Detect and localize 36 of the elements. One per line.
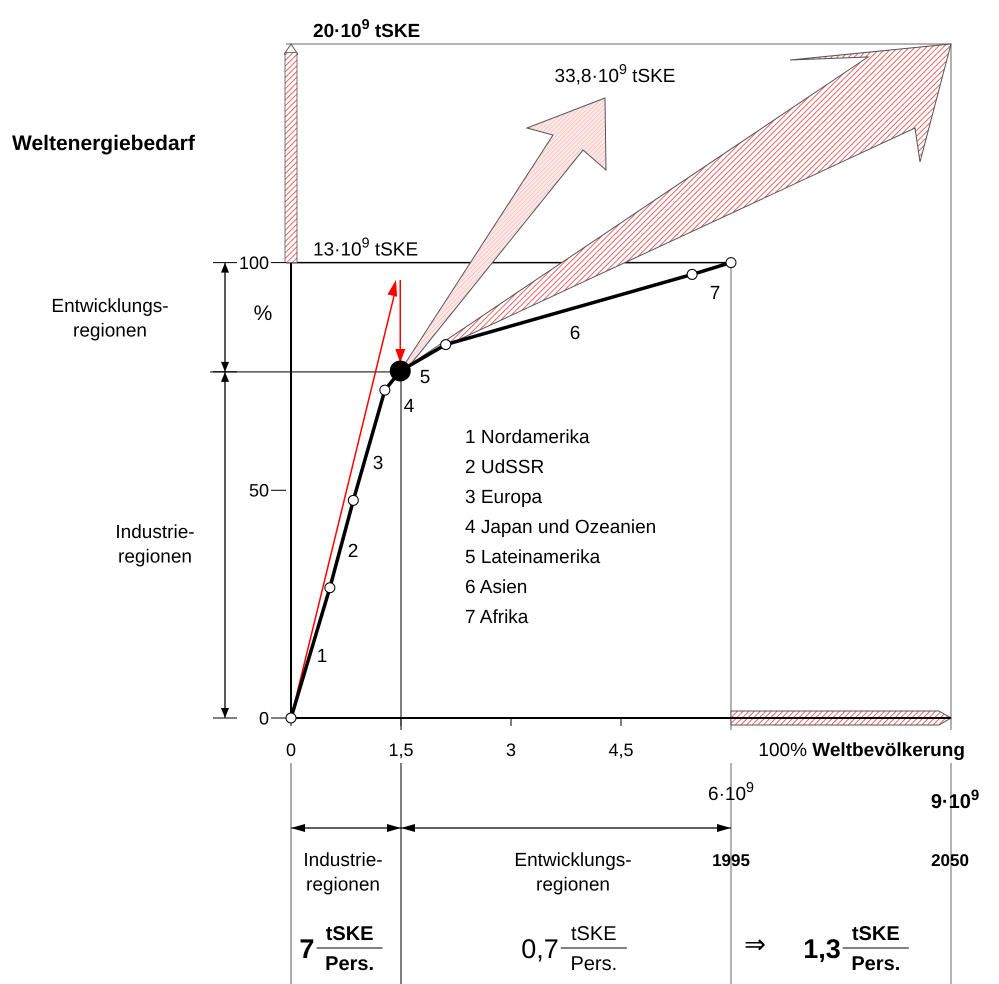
text: Industrie- regionen xyxy=(115,522,195,568)
y-tick-label: 50 xyxy=(248,480,269,501)
annotation: 5 xyxy=(420,367,430,388)
x-axis-title: 100% Weltbevölkerung xyxy=(758,740,965,761)
y-tick-label: 100 xyxy=(238,252,269,273)
text: 1995 xyxy=(712,851,750,870)
text: Entwicklungs- regionen xyxy=(514,850,632,896)
text: 6·10$^{9}$ xyxy=(708,780,754,805)
annotation: 3 xyxy=(372,453,384,474)
annotation: 1 xyxy=(316,646,328,667)
text: ⇒ xyxy=(744,929,766,959)
annotation: 2 xyxy=(348,541,358,562)
annotation: 6 Asien xyxy=(465,577,528,598)
text: % xyxy=(254,302,272,325)
annotation: 3 Europa xyxy=(465,487,543,508)
annotation: 33,8·10$^{9}$ tSKE xyxy=(554,62,676,87)
text: Industrie- regionen xyxy=(303,850,383,896)
annotation: 5 Lateinamerika xyxy=(465,547,601,568)
annotation: 7 xyxy=(710,283,720,304)
y-tick-label: 0 xyxy=(258,708,269,728)
annotation: 7 Afrika xyxy=(465,607,529,628)
annotation: 1 Nordamerika xyxy=(465,427,590,448)
annotation: 2 UdSSR xyxy=(465,457,544,478)
ref-line-label: 13·10$^{9}$ tSKE xyxy=(313,236,418,261)
x-tick-label: 4,5 xyxy=(608,740,634,760)
text: Entwicklungs- regionen xyxy=(51,296,169,342)
text: 2050 xyxy=(931,851,969,870)
x-tick-label: 3 xyxy=(506,740,516,760)
annotation: 4 Japan und Ozeanien xyxy=(465,517,656,538)
annotation: 4 xyxy=(404,396,415,417)
annotation: 6 xyxy=(570,323,580,344)
x-tick-label: 1,5 xyxy=(388,740,414,760)
y-axis-title: Weltenergiebedarf xyxy=(12,132,196,155)
ref-line-label: 20·10$^{9}$ tSKE xyxy=(313,17,420,42)
x-tick-label: 0 xyxy=(286,740,296,760)
text: 9·10$^{9}$ xyxy=(930,786,980,813)
